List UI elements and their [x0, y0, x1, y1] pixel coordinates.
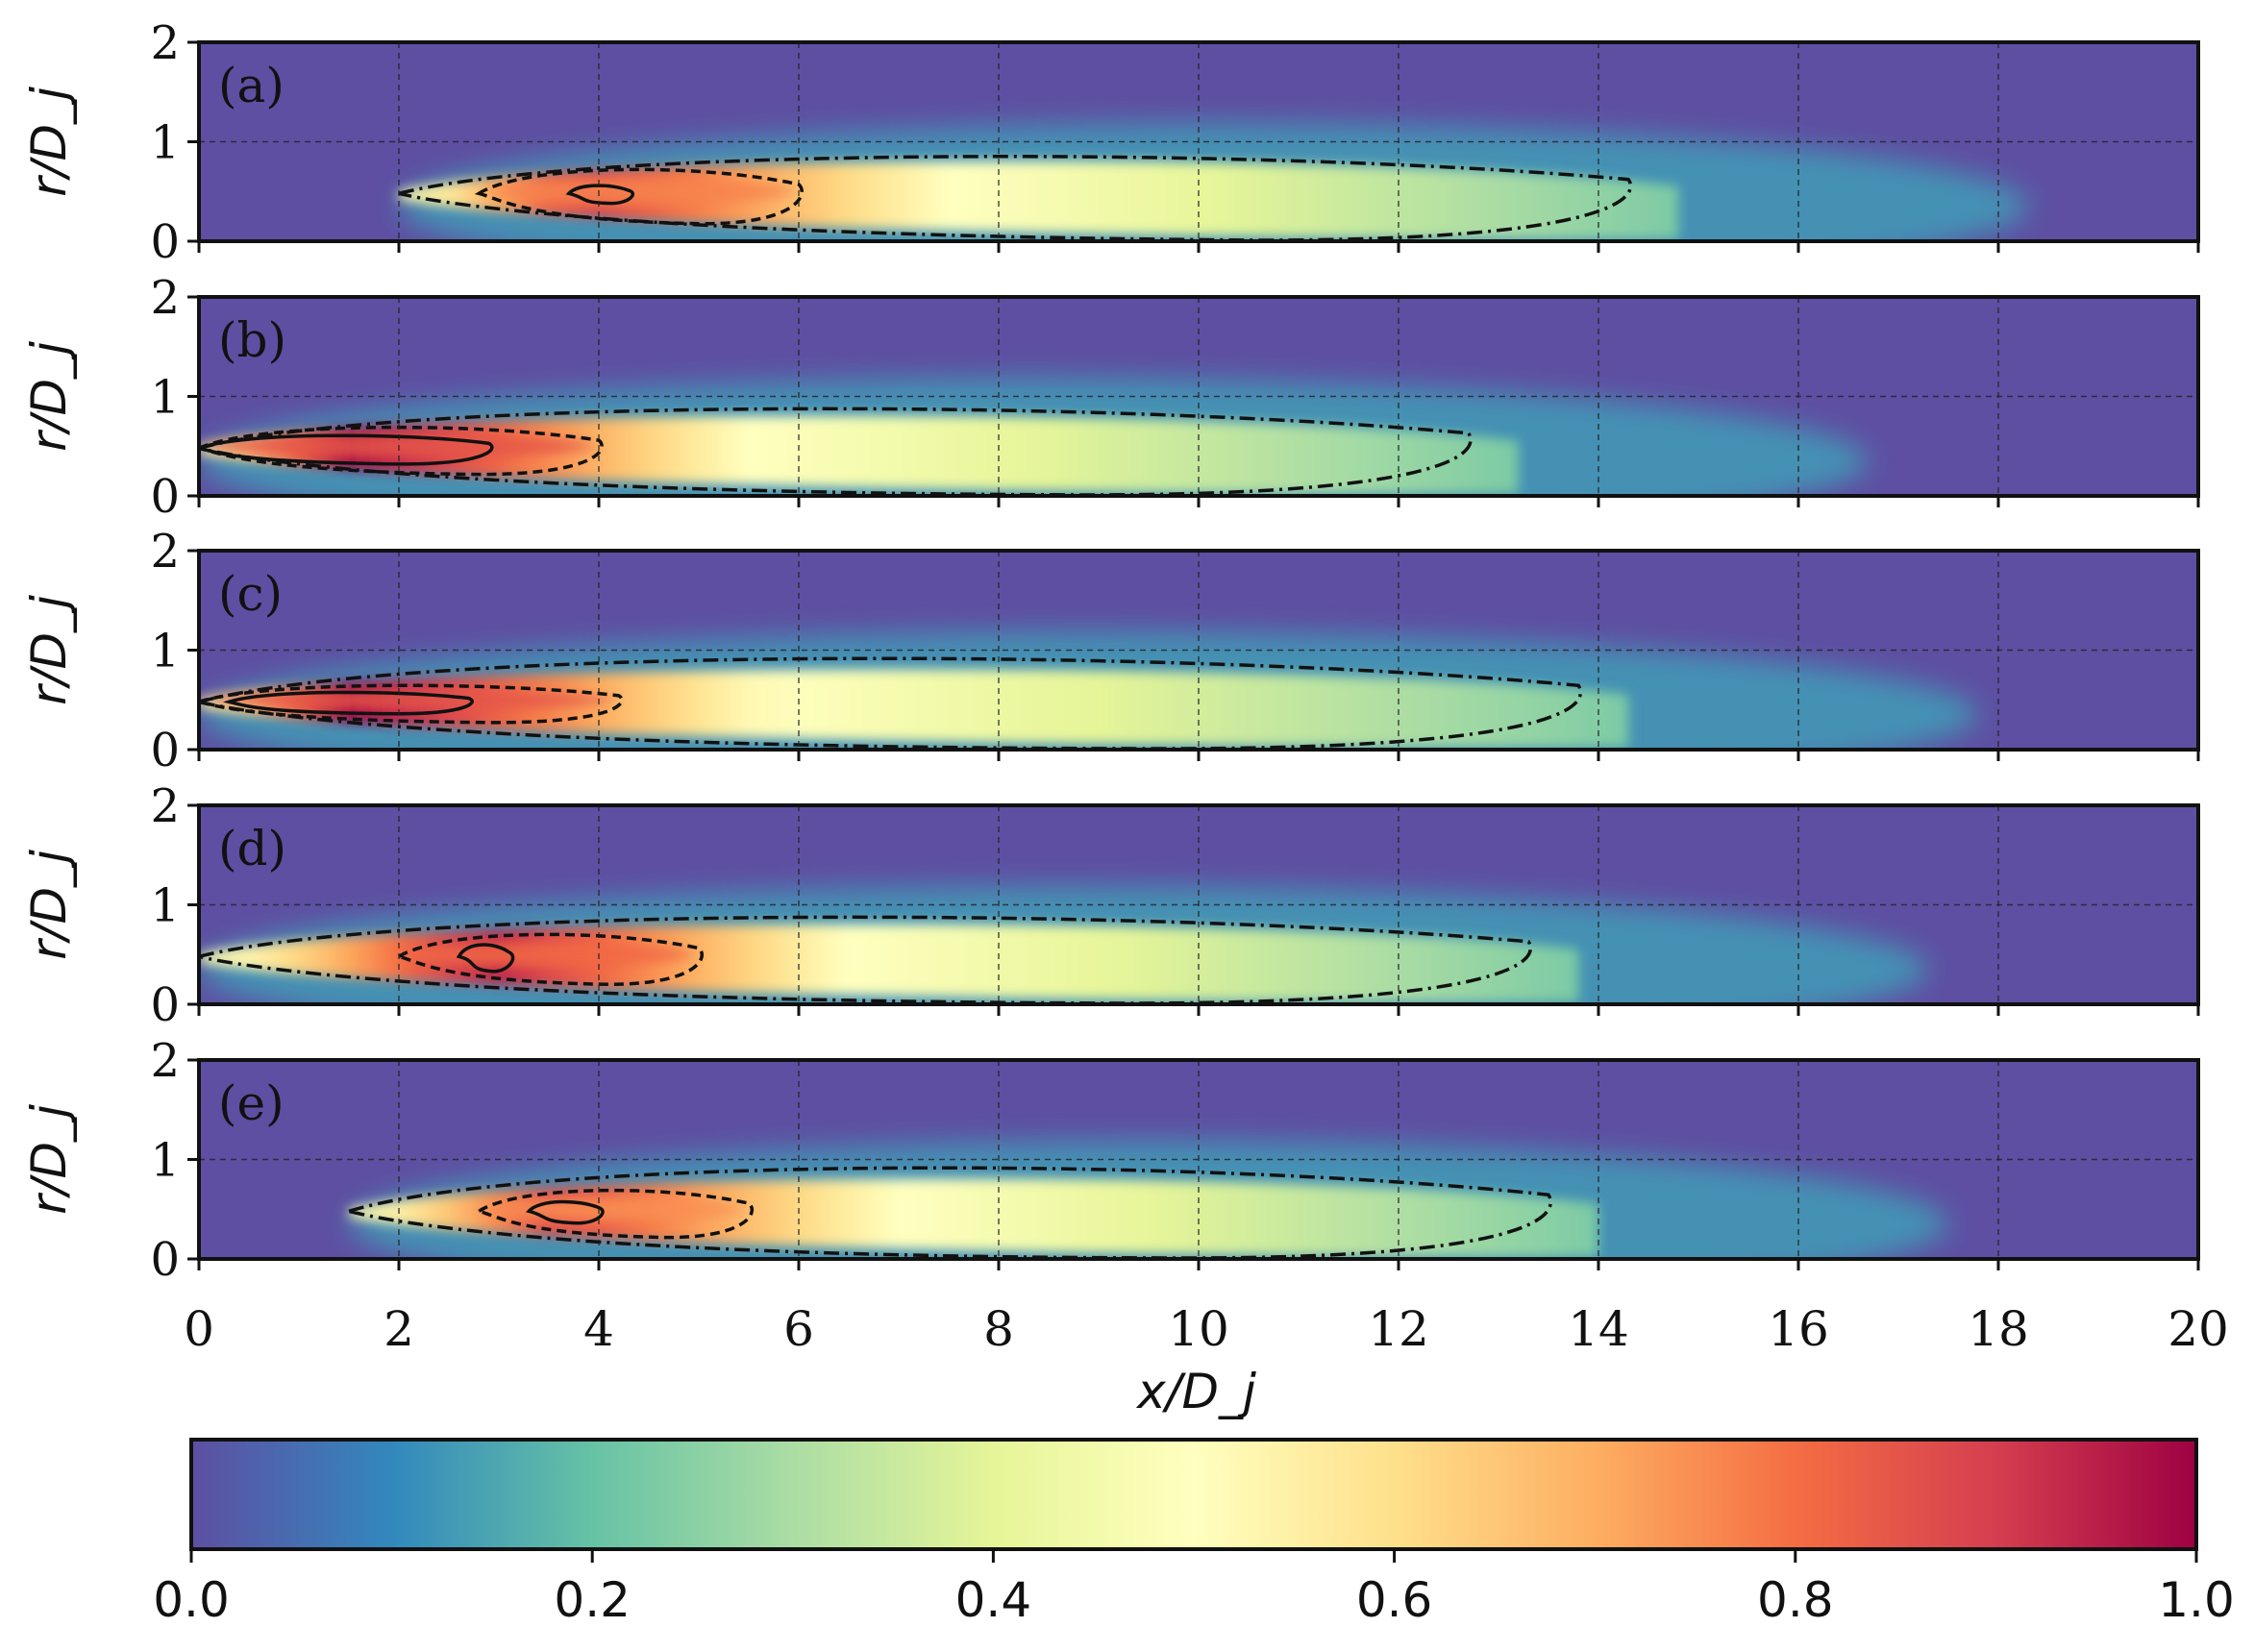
y-tick-label: 2	[150, 1034, 180, 1088]
x-tick-label: 0	[184, 1301, 214, 1357]
y-tick-label: 2	[150, 525, 180, 579]
colorbar-tick-label: 0.8	[1757, 1572, 1834, 1628]
panel-label: (b)	[218, 312, 286, 368]
panel-grid	[199, 551, 2198, 750]
y-tick-label: 1	[150, 625, 180, 678]
colorbar-tick-label: 0.0	[153, 1572, 230, 1628]
contour-line	[199, 425, 604, 477]
panel-label: (c)	[218, 566, 283, 622]
contour-line	[199, 656, 1583, 750]
colorbar-tick-label: 0.6	[1356, 1572, 1433, 1628]
panel-grid	[199, 42, 2198, 241]
x-tick-label: 4	[583, 1301, 614, 1357]
panel-3: (d) 0 1 2 r/D_j	[21, 779, 2200, 1032]
y-axis-label: r/D_j	[21, 1104, 77, 1215]
colorbar-tick-label: 0.4	[955, 1572, 1032, 1628]
y-tick-label: 0	[150, 1233, 180, 1287]
contour-line	[474, 1188, 754, 1240]
y-tick-label: 0	[150, 470, 180, 524]
colorbar-tick-label: 0.2	[554, 1572, 631, 1628]
x-tick-label: 18	[1968, 1301, 2029, 1357]
y-axis-label: r/D_j	[21, 86, 77, 197]
contour-line	[199, 407, 1473, 496]
y-tick-label: 0	[150, 724, 180, 777]
y-tick-label: 1	[150, 879, 180, 933]
panel-grid	[199, 805, 2198, 1004]
colorbar-gradient	[189, 1438, 2198, 1551]
y-tick-label: 1	[150, 371, 180, 425]
panel-grid	[199, 1060, 2198, 1259]
x-tick-label: 12	[1368, 1301, 1429, 1357]
panel-0: (a) 0 1 2 r/D_j	[21, 16, 2200, 269]
x-tick-label: 6	[783, 1301, 814, 1357]
x-tick-label: 10	[1168, 1301, 1229, 1357]
colorbar-tick-label: 1.0	[2158, 1572, 2235, 1628]
contour-line	[525, 1199, 605, 1225]
panel-4: (e) 0 1 2 r/D_j	[21, 1034, 2200, 1287]
panel-label: (a)	[218, 58, 285, 113]
contour-line	[474, 167, 804, 226]
panel-grid	[199, 297, 2198, 496]
contour-line	[394, 932, 704, 987]
x-axis-label: x/D_j	[1135, 1364, 1256, 1419]
contour-line	[199, 433, 494, 466]
contour-line	[565, 184, 635, 206]
y-tick-label: 1	[150, 1134, 180, 1188]
panel-2: (c) 0 1 2 r/D_j	[21, 525, 2200, 777]
x-tick-label: 2	[384, 1301, 414, 1357]
x-tick-label: 8	[983, 1301, 1014, 1357]
y-tick-label: 0	[150, 215, 180, 269]
y-tick-label: 0	[150, 978, 180, 1032]
colorbar: 0.0 0.2 0.4 0.6 0.8 1.0	[153, 1438, 2235, 1628]
y-tick-label: 2	[150, 271, 180, 325]
x-tick-label: 14	[1568, 1301, 1629, 1357]
panel-heatmap	[199, 551, 2198, 750]
y-axis-label: r/D_j	[21, 850, 77, 960]
y-tick-label: 2	[150, 779, 180, 833]
panel-label: (e)	[218, 1075, 285, 1131]
y-axis-label: r/D_j	[21, 341, 77, 452]
x-tick-label: 16	[1768, 1301, 1829, 1357]
panel-1: (b) 0 1 2 r/D_j	[21, 271, 2200, 524]
contour-line	[456, 943, 515, 974]
x-tick-label: 20	[2167, 1301, 2229, 1357]
contour-line	[199, 683, 624, 725]
y-tick-label: 1	[150, 116, 180, 170]
contour-line	[342, 1166, 1552, 1259]
y-axis-label: r/D_j	[21, 595, 77, 705]
y-tick-label: 2	[150, 16, 180, 70]
panels-group: (a) 0 1 2 r/D_j (b) 0 1 2 r/D_j (c) 0 1 2 r/D_j (d) 0 1 2 r…	[21, 16, 2200, 1287]
contour-line	[222, 690, 474, 716]
x-axis-ticks: 0 2 4 6 8 10 12 14 16 18 20	[184, 1301, 2229, 1357]
panel-label: (d)	[218, 821, 286, 876]
